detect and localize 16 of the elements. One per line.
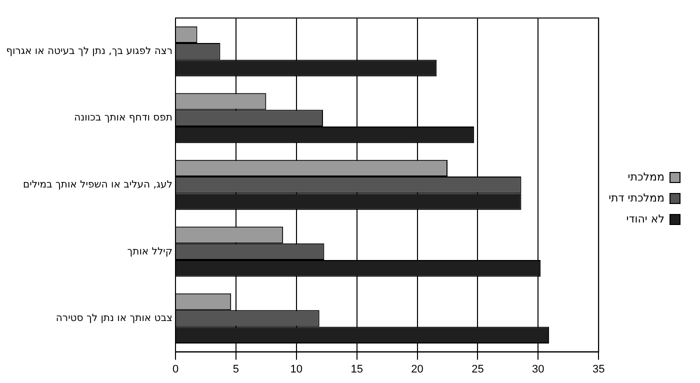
y-tick-label: לעג, העליב או השפיל אותך במילים xyxy=(22,179,172,190)
x-tick-label: 35 xyxy=(592,363,605,376)
legend-label: ממלכתי xyxy=(628,170,664,184)
x-tick-label: 10 xyxy=(290,363,303,376)
legend-label: לא יהודי xyxy=(626,212,664,226)
x-tick-label: 25 xyxy=(472,363,484,376)
y-tick-label: תפס ודחף אותך בכוונה xyxy=(74,112,172,124)
x-tick-label: 20 xyxy=(411,363,424,376)
x-tick-label: 15 xyxy=(350,363,363,376)
x-tick-label: 5 xyxy=(232,363,240,376)
x-tick-label: 30 xyxy=(532,363,544,376)
y-tick-label: קילל אותך xyxy=(127,246,172,258)
y-tick-label: צבט אותך או נתן לך סטירה xyxy=(56,313,173,324)
y-tick-label: רצה לפגוע בך, נתן לך בעיטה או אגרוף xyxy=(6,46,172,57)
x-tick-label: 0 xyxy=(172,363,179,376)
legend-label: ממלכתי דתי xyxy=(608,191,664,204)
